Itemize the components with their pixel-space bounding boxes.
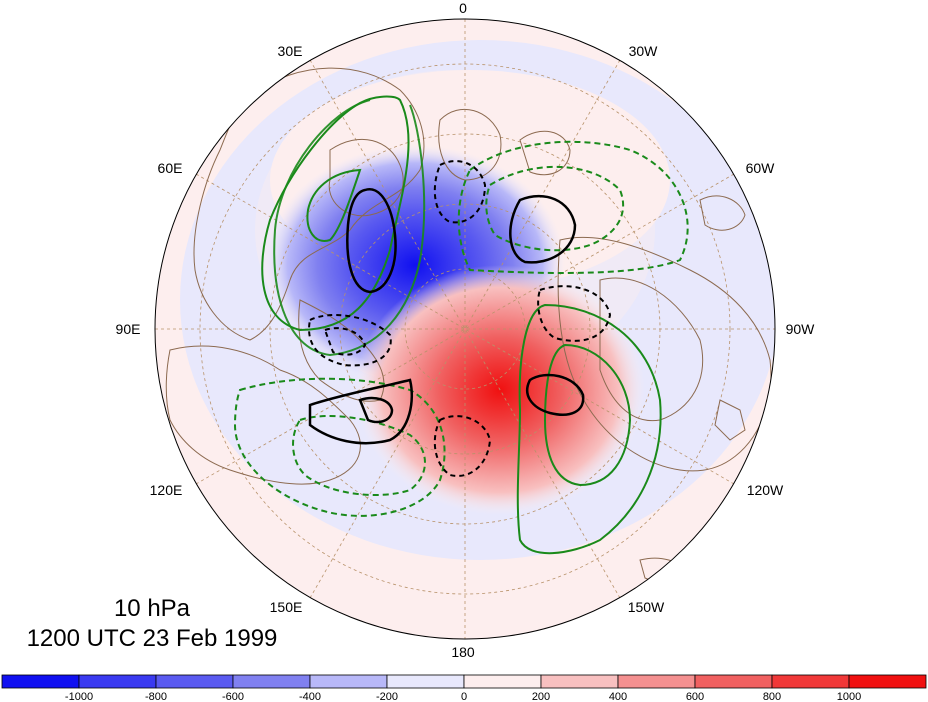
colorbar-swatch [155,674,234,689]
lon-label-0: 0 [459,0,467,16]
colorbar-label: -200 [376,691,398,702]
colorbar-swatch [78,674,157,689]
graticule [155,19,775,639]
colorbar-swatch [848,674,927,689]
lon-label-150e: 150E [270,599,303,615]
lon-label-30w: 30W [629,43,659,59]
lon-label-150w: 150W [628,599,665,615]
black-dashed-contours [308,160,612,477]
title-level: 10 hPa [114,595,191,622]
colorbar-swatch [232,674,311,689]
black-contours [308,188,585,445]
lon-label-90w: 90W [786,321,816,337]
lon-label-120e: 120E [150,482,183,498]
colorbar-label: -600 [222,691,244,702]
longitude-labels: 0 180 90E 90W 30E 60E 30W 60W 120E 150E … [116,0,816,660]
colorbar-label: -1000 [65,691,93,702]
colorbar-swatch [617,674,696,689]
colorbar-label: 800 [763,691,781,702]
green-contours [261,95,662,555]
lon-label-90e: 90E [116,321,141,337]
colorbar-swatch [1,674,80,689]
lon-label-180: 180 [451,644,475,660]
lon-label-60w: 60W [746,160,776,176]
colorbar-swatch [309,674,388,689]
map-border [154,18,776,640]
colorbar-label: 0 [461,691,467,702]
lon-label-60e: 60E [158,160,183,176]
colorbar-swatch [771,674,850,689]
lon-label-30e: 30E [278,43,303,59]
lon-label-120w: 120W [747,482,784,498]
colorbar-swatch [463,674,542,689]
title-time: 1200 UTC 23 Feb 1999 [27,625,278,652]
colorbar-swatch [386,674,465,689]
colorbar-label: 600 [686,691,704,702]
colorbar-swatch [540,674,619,689]
colorbar-label: -800 [145,691,167,702]
colorbar-label: 400 [609,691,627,702]
colorbar-label: -400 [299,691,321,702]
colorbar-label: 1000 [837,691,861,702]
colorbar-swatch [694,674,773,689]
colorbar: -1000 -800 -600 -400 -200 0 200 400 600 800 1000 [1,674,927,702]
colorbar-label: 200 [532,691,550,702]
